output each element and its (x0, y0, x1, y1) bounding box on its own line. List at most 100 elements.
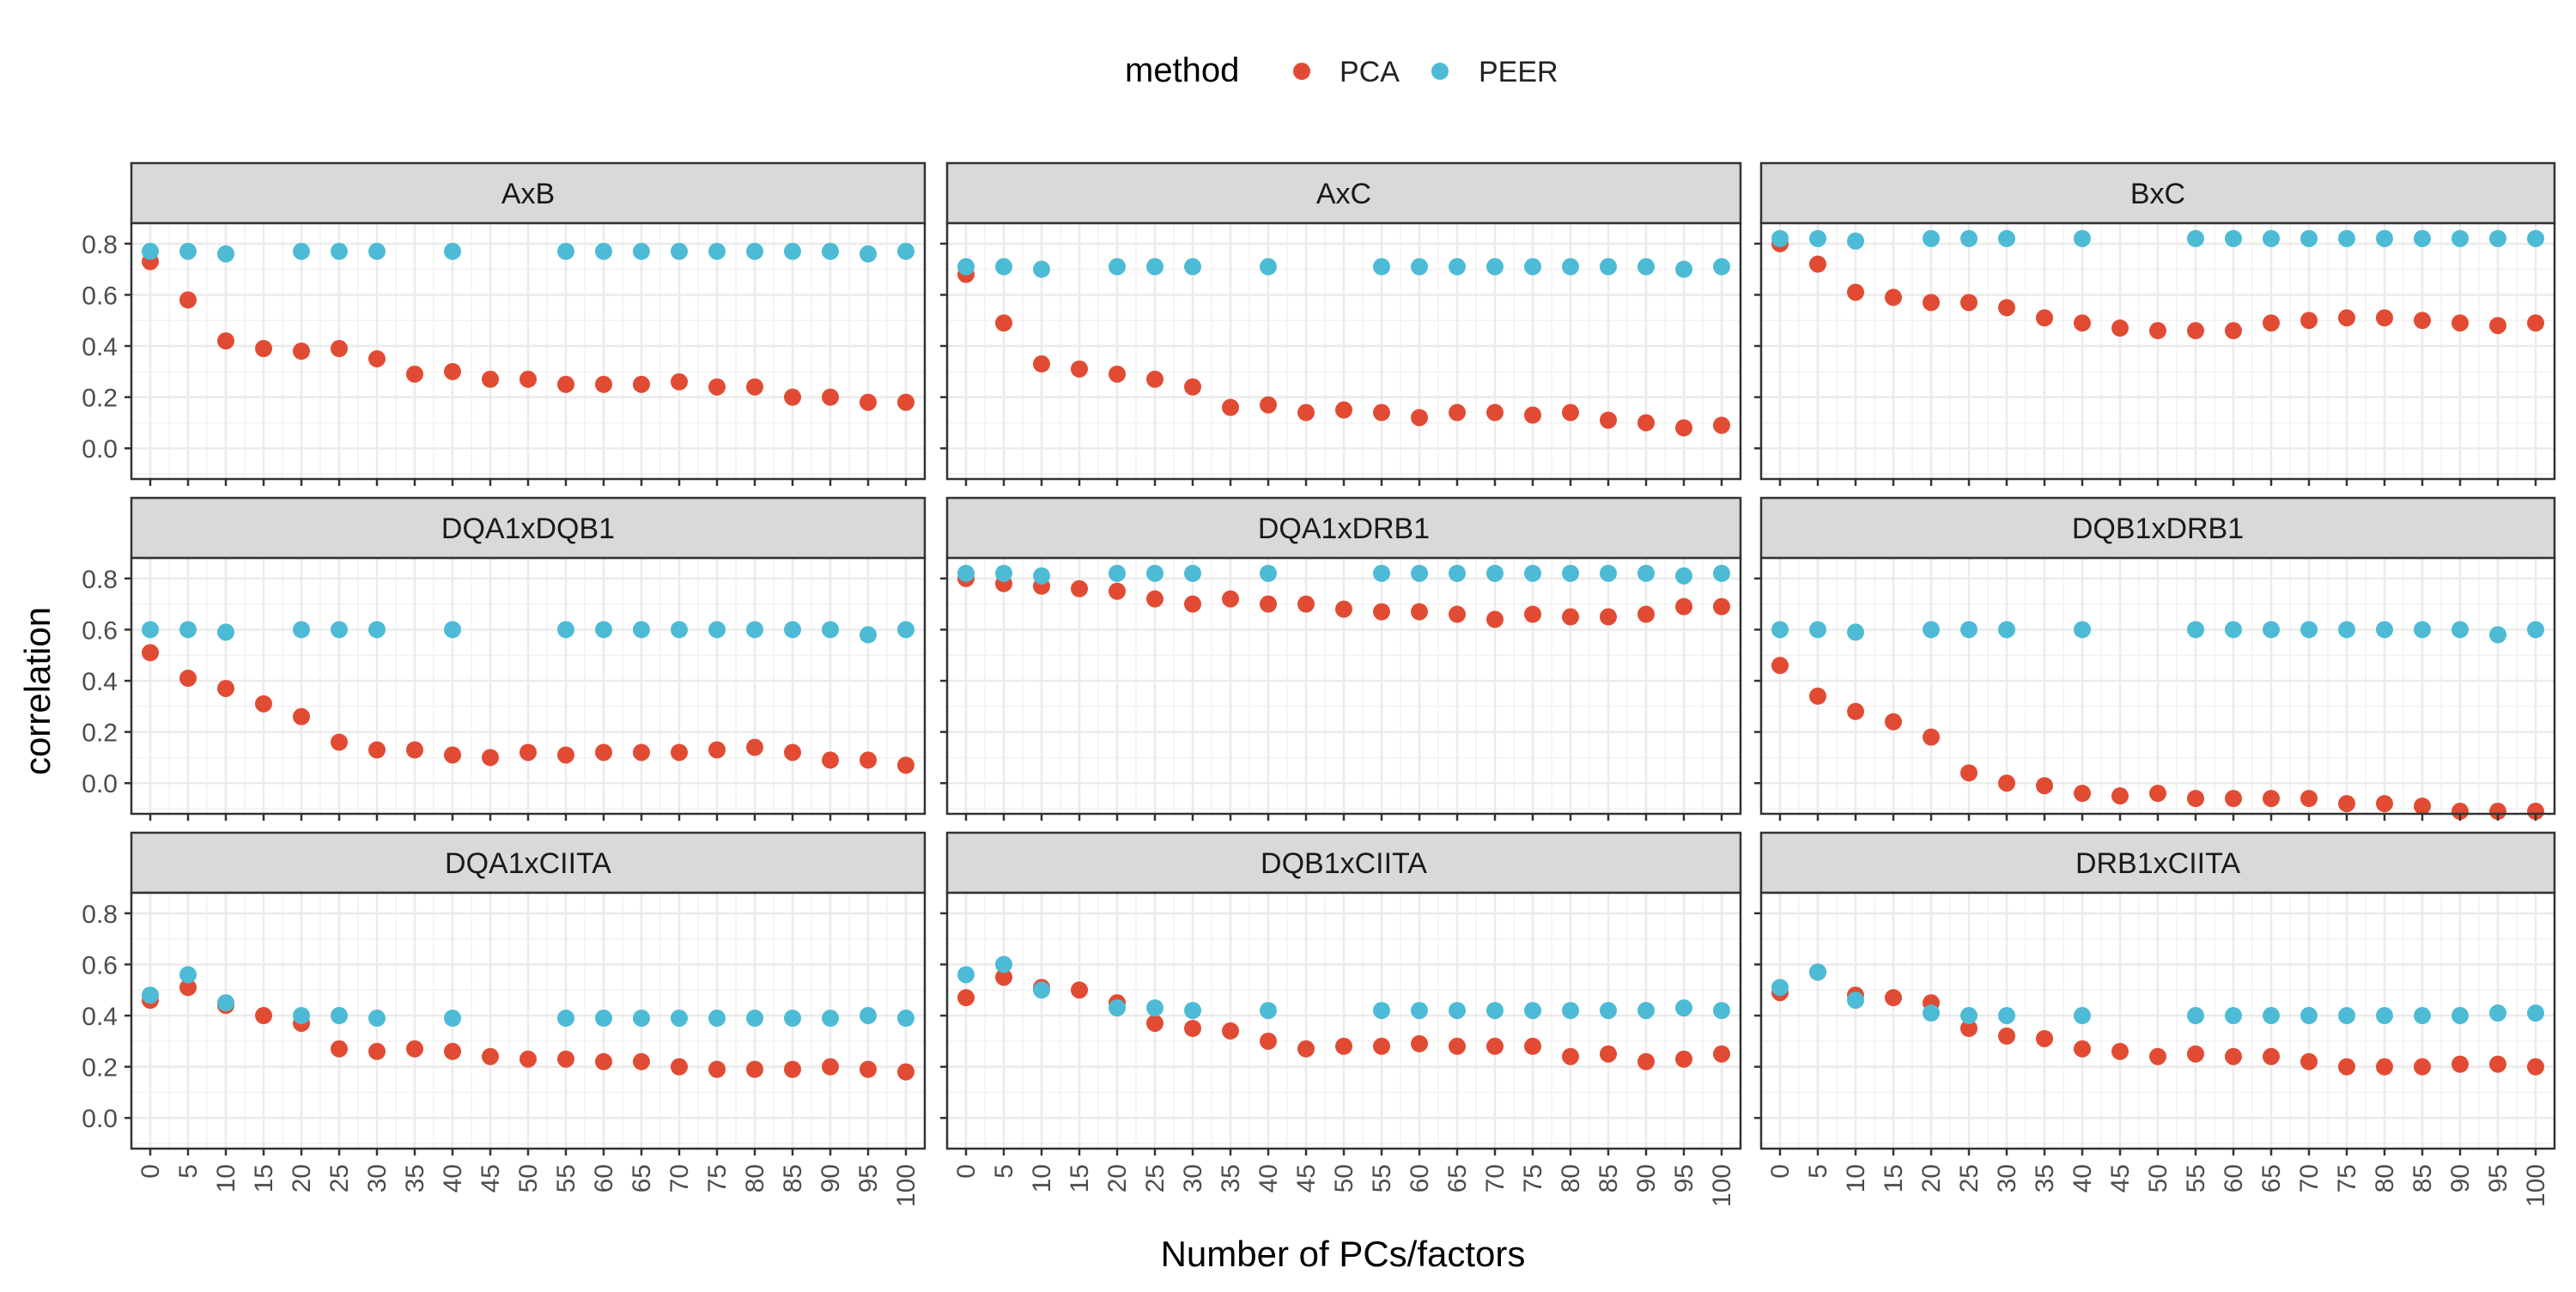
pca-point (2149, 322, 2166, 340)
peer-point (1411, 1002, 1428, 1020)
peer-point (2376, 621, 2393, 639)
peer-point (1600, 564, 1617, 582)
peer-point (2414, 229, 2431, 247)
pca-point (1184, 378, 1201, 396)
pca-point (331, 340, 348, 358)
pca-point (897, 393, 914, 411)
facet-strip (130, 496, 927, 560)
x-tick-label: 30 (363, 1164, 392, 1192)
peer-point (1146, 258, 1163, 276)
pca-point (482, 749, 499, 767)
pca-point (1885, 713, 1902, 731)
pca-point (1260, 1032, 1277, 1050)
pca-point (1373, 403, 1390, 422)
x-tick-label: 95 (2484, 1164, 2512, 1192)
pca-point (2300, 312, 2318, 330)
pca-point (1524, 1037, 1541, 1055)
peer-point (708, 1010, 726, 1028)
peer-point (1675, 260, 1692, 278)
peer-point (633, 242, 650, 260)
peer-point (2074, 1007, 2091, 1025)
y-tick-label: 0.8 (82, 901, 118, 929)
pca-point (1260, 396, 1277, 414)
x-tick-label: 90 (2446, 1164, 2475, 1192)
x-tick-label: 100 (892, 1164, 920, 1207)
pca-point (1713, 416, 1730, 434)
peer-point (595, 1010, 612, 1028)
pca-point (217, 332, 234, 350)
x-tick-label: 85 (779, 1164, 807, 1192)
peer-point (2338, 229, 2355, 247)
peer-point (2489, 229, 2506, 247)
y-tick-label: 0.6 (82, 616, 118, 645)
pca-point (1033, 355, 1050, 373)
peer-point (1411, 258, 1428, 276)
peer-point (142, 621, 159, 639)
facet-strip-label: AxB (501, 178, 555, 210)
peer-point (1033, 981, 1050, 999)
legend-peer-dot (1431, 63, 1449, 80)
pca-point (2489, 1055, 2506, 1073)
pca-point (2111, 787, 2129, 805)
facet-panel: DQA1xCIITA 0.0 0.2 0.4 0.6 0.8 0 5 10 15 20 25 30 35 4… (82, 831, 927, 1207)
pca-point (2338, 1058, 2355, 1076)
pca-point (860, 751, 877, 769)
peer-point (1109, 258, 1126, 276)
peer-point (1184, 1002, 1201, 1020)
pca-point (2149, 785, 2166, 803)
pca-point (595, 1052, 612, 1071)
peer-point (1486, 258, 1504, 276)
peer-point (1713, 258, 1730, 276)
pca-point (142, 644, 159, 662)
pca-point (784, 743, 801, 761)
x-tick-label: 10 (1028, 1164, 1056, 1192)
pca-point (1524, 605, 1541, 623)
pca-point (1637, 1052, 1655, 1071)
pca-point (1335, 401, 1352, 419)
peer-point (1373, 1002, 1390, 1020)
pca-point (1222, 398, 1239, 416)
x-tick-label: 40 (1255, 1164, 1283, 1192)
pca-point (1713, 597, 1730, 616)
facet-strip-label: BxC (2130, 178, 2185, 210)
x-tick-label: 10 (212, 1164, 240, 1192)
peer-point (1847, 232, 1864, 250)
pca-point (2300, 790, 2318, 808)
peer-point (708, 621, 726, 639)
x-tick-label: 5 (1804, 1164, 1832, 1179)
peer-point (179, 966, 197, 984)
x-tick-label: 55 (552, 1164, 580, 1192)
y-tick-label: 0.0 (82, 435, 118, 464)
peer-point (1847, 623, 1864, 641)
x-tick-label: 15 (1880, 1164, 1908, 1192)
peer-point (331, 1007, 348, 1025)
pca-point (1071, 579, 1088, 597)
pca-point (2414, 798, 2431, 816)
facet-strip (130, 831, 927, 895)
pca-point (2300, 1052, 2318, 1071)
facet-panel: BxC (1754, 161, 2556, 486)
pca-point (1847, 283, 1864, 301)
pca-point (2451, 1055, 2469, 1073)
pca-point (2149, 1047, 2166, 1065)
pca-point (1373, 603, 1390, 621)
peer-point (2527, 1004, 2544, 1022)
peer-point (671, 1010, 688, 1028)
x-tick-label: 85 (2409, 1164, 2437, 1192)
pca-point (746, 378, 763, 396)
peer-point (784, 621, 801, 639)
pca-point (822, 751, 839, 769)
x-tick-label: 0 (1766, 1164, 1795, 1179)
pca-point (2187, 1045, 2204, 1063)
peer-point (1411, 564, 1428, 582)
peer-point (2451, 621, 2469, 639)
peer-point (368, 621, 386, 639)
peer-point (2376, 1007, 2393, 1025)
peer-point (444, 621, 461, 639)
pca-point (368, 349, 386, 367)
peer-point (957, 564, 975, 582)
pca-point (482, 370, 499, 388)
x-tick-label: 35 (2031, 1164, 2059, 1192)
x-tick-label: 15 (250, 1164, 278, 1192)
